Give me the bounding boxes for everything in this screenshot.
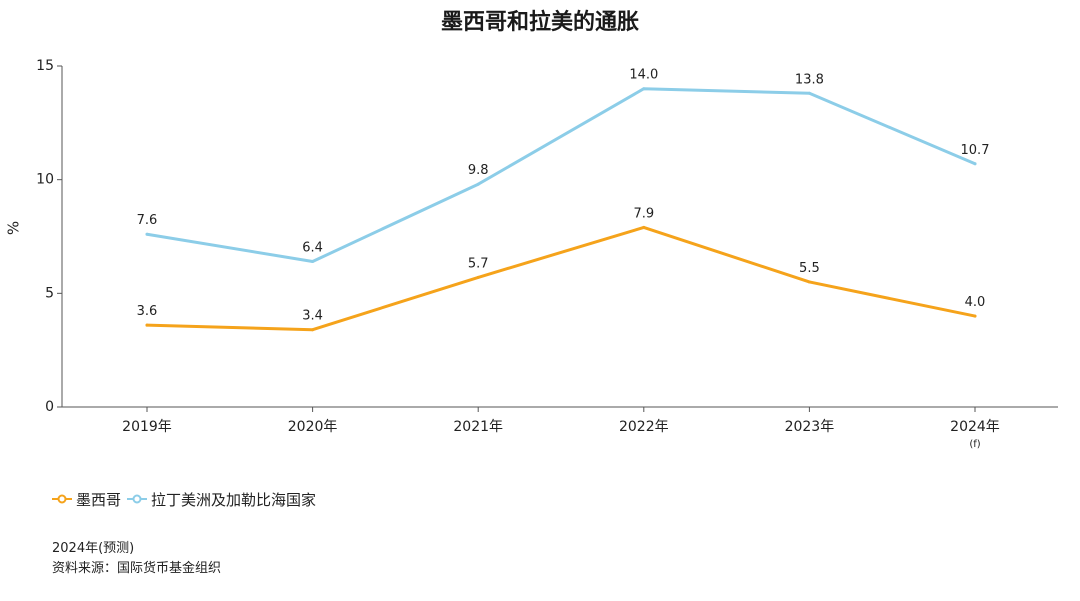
legend: 墨西哥 拉丁美洲及加勒比海国家 — [52, 487, 322, 511]
data-point — [311, 328, 315, 332]
series-line-1 — [145, 87, 977, 264]
legend-item-mexico[interactable]: 墨西哥 — [52, 489, 121, 510]
x-tick-label: 2023年 — [785, 419, 835, 435]
data-label: 7.6 — [137, 213, 158, 228]
data-label: 7.9 — [633, 206, 654, 221]
y-tick-label: 10 — [36, 172, 54, 188]
data-point — [476, 182, 480, 186]
data-label: 5.7 — [468, 256, 489, 271]
chart-title: 墨西哥和拉美的通胀 — [440, 10, 639, 35]
y-tick-label: 5 — [45, 285, 54, 301]
series-line-0 — [145, 225, 977, 332]
data-point — [476, 275, 480, 279]
legend-label-latam: 拉丁美洲及加勒比海国家 — [151, 490, 317, 509]
data-label: 3.6 — [137, 304, 158, 319]
data-point — [311, 260, 315, 264]
data-label: 6.4 — [302, 241, 323, 256]
x-tick-label: 2024年 — [950, 419, 1000, 435]
data-label: 10.7 — [961, 143, 990, 158]
data-point — [973, 162, 977, 166]
data-label: 4.0 — [965, 295, 986, 310]
data-point — [807, 280, 811, 284]
legend-label-mexico: 墨西哥 — [76, 490, 122, 509]
data-label: 3.4 — [302, 309, 323, 324]
legend-marker-latam — [127, 494, 148, 504]
data-point — [145, 323, 149, 327]
x-tick-label: 2020年 — [288, 419, 338, 435]
x-tick-label: 2021年 — [453, 419, 503, 435]
data-label: 14.0 — [629, 68, 658, 83]
legend-item-latam[interactable]: 拉丁美洲及加勒比海国家 — [127, 489, 316, 510]
y-tick-label: 0 — [45, 399, 54, 415]
y-tick-label: 15 — [36, 58, 54, 74]
y-axis-label: % — [5, 221, 23, 235]
legend-marker-mexico — [52, 494, 72, 504]
data-point — [642, 225, 646, 229]
data-label: 5.5 — [799, 261, 820, 276]
x-tick-label: 2022年 — [619, 419, 669, 435]
data-point — [642, 87, 646, 91]
x-tick-label: 2019年 — [122, 419, 172, 435]
data-label: 9.8 — [468, 163, 489, 178]
data-point — [807, 91, 811, 95]
data-label: 13.8 — [795, 72, 824, 87]
source-note: 资料来源：国际货币基金组织 — [52, 561, 222, 576]
forecast-note: 2024年(预测) — [52, 541, 135, 556]
data-point — [145, 232, 149, 236]
x-tick-note: (f) — [969, 439, 980, 450]
data-point — [973, 314, 977, 318]
